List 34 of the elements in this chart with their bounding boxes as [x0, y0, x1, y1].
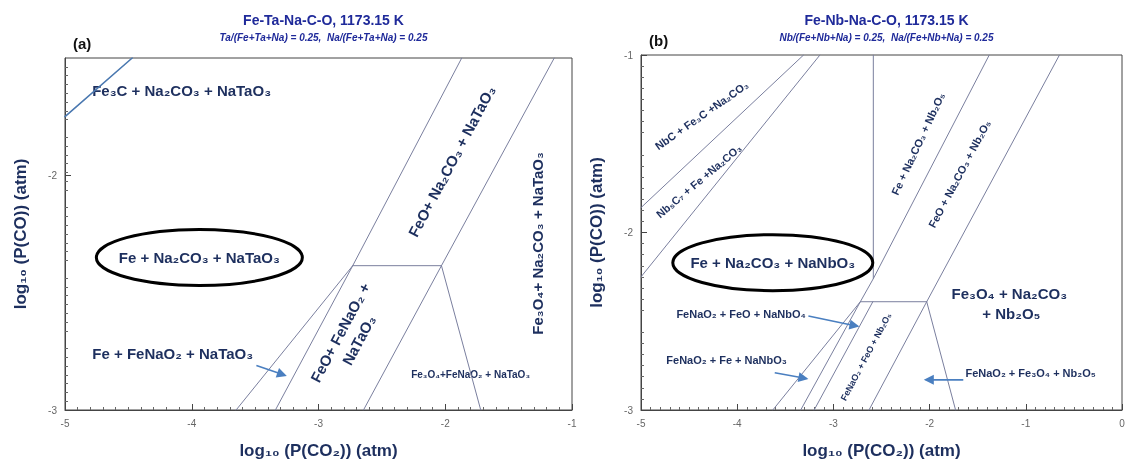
- y-tick-label: -3: [624, 404, 634, 416]
- chart-title: Fe-Nb-Na-C-O, 1173.15 K: [804, 12, 969, 28]
- annotation: FeNaO₂ + Fe₃O₄ + Nb₂O₅: [965, 366, 1096, 379]
- x-tick-label: -2: [925, 417, 935, 429]
- x-tick-label: -5: [60, 417, 70, 429]
- chart-subtitle: Ta/(Fe+Ta+Na) = 0.25, Na/(Fe+Ta+Na) = 0.25: [219, 31, 428, 43]
- annotation: Fe + Na₂CO₃ + NaTaO₃: [118, 248, 280, 266]
- annotation: Fe₃O₄+ Na₂CO₃ + NaTaO₃: [529, 151, 547, 335]
- annotation: Fe + Na₂CO₃ + NaNbO₃: [690, 254, 856, 272]
- chart-subtitle: Nb/(Fe+Nb+Na) = 0.25, Na/(Fe+Nb+Na) = 0.25: [779, 31, 994, 43]
- annotation: Fe₃O₄+FeNaO₂ + NaTaO₃: [411, 369, 531, 381]
- text: (b): [649, 32, 669, 49]
- x-tick-label: -1: [1021, 417, 1031, 429]
- x-tick-label: -4: [187, 417, 197, 429]
- x-tick-label: -2: [440, 417, 451, 429]
- x-axis-title: log₁₀ (P(CO₂)) (atm): [802, 441, 961, 460]
- x-tick-label: -1: [567, 417, 577, 429]
- x-tick-label: -4: [732, 417, 743, 429]
- x-tick-label: -3: [314, 417, 324, 429]
- annotation: Fe₃C + Na₂CO₃ + NaTaO₃: [92, 82, 272, 100]
- annotation: FeNaO₂ + FeO + NaNbO₄: [676, 308, 806, 321]
- chart-title: Fe-Ta-Na-C-O, 1173.15 K: [243, 12, 404, 28]
- x-axis-title: log₁₀ (P(CO₂)) (atm): [239, 441, 398, 460]
- y-tick-label: -1: [624, 49, 634, 61]
- y-tick-label: -2: [624, 227, 634, 238]
- x-tick-label: -5: [636, 417, 646, 429]
- x-tick-label: -3: [828, 417, 839, 429]
- x-tick-label: 0: [1119, 417, 1126, 429]
- text: (a): [73, 35, 92, 52]
- annotation: FeNaO₂ + Fe + NaNbO₃: [666, 354, 787, 367]
- y-axis-title: log₁₀ (P(CO)) (atm): [11, 158, 30, 310]
- annotation: Fe₃O₄ + Na₂CO₃ + Nb₂O₅: [951, 285, 1072, 322]
- annotation: Fe + FeNaO₂ + NaTaO₃: [92, 345, 254, 363]
- y-axis-title: log₁₀ (P(CO)) (atm): [587, 157, 606, 308]
